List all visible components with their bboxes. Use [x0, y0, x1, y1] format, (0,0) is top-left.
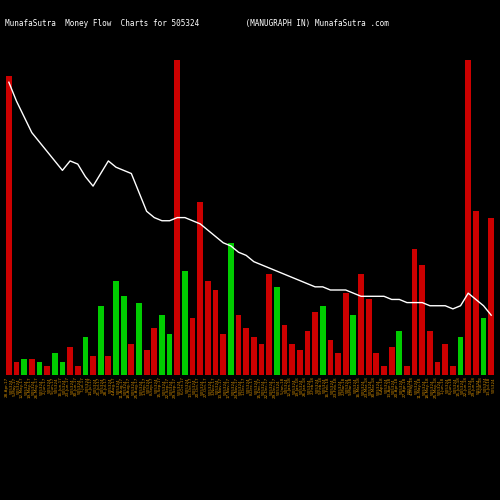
Bar — [36, 362, 43, 375]
Bar — [466, 60, 471, 375]
Bar — [274, 287, 280, 375]
Bar — [381, 366, 387, 375]
Bar — [320, 306, 326, 375]
Bar — [128, 344, 134, 375]
Bar — [244, 328, 249, 375]
Bar — [366, 300, 372, 375]
Bar — [480, 318, 486, 375]
Bar — [144, 350, 150, 375]
Bar — [289, 344, 295, 375]
Bar — [396, 331, 402, 375]
Bar — [52, 353, 58, 375]
Bar — [251, 337, 256, 375]
Bar — [152, 328, 157, 375]
Bar — [282, 324, 288, 375]
Bar — [106, 356, 111, 375]
Bar — [220, 334, 226, 375]
Bar — [6, 76, 12, 375]
Bar — [458, 337, 464, 375]
Bar — [266, 274, 272, 375]
Bar — [29, 360, 34, 375]
Bar — [90, 356, 96, 375]
Bar — [312, 312, 318, 375]
Bar — [75, 366, 80, 375]
Bar — [98, 306, 103, 375]
Bar — [473, 212, 478, 375]
Bar — [166, 334, 172, 375]
Bar — [182, 271, 188, 375]
Bar — [159, 315, 165, 375]
Bar — [67, 346, 73, 375]
Bar — [198, 202, 203, 375]
Text: MunafaSutra  Money Flow  Charts for 505324          (MANUGRAPH IN) MunafaSutra .: MunafaSutra Money Flow Charts for 505324… — [5, 19, 389, 28]
Bar — [442, 344, 448, 375]
Bar — [335, 353, 341, 375]
Bar — [427, 331, 433, 375]
Bar — [488, 218, 494, 375]
Bar — [190, 318, 196, 375]
Bar — [82, 337, 88, 375]
Bar — [420, 265, 425, 375]
Bar — [304, 331, 310, 375]
Bar — [136, 302, 142, 375]
Bar — [389, 346, 394, 375]
Bar — [328, 340, 334, 375]
Bar — [434, 362, 440, 375]
Bar — [404, 366, 410, 375]
Bar — [113, 280, 119, 375]
Bar — [358, 274, 364, 375]
Bar — [121, 296, 126, 375]
Bar — [44, 366, 50, 375]
Bar — [350, 315, 356, 375]
Bar — [258, 344, 264, 375]
Bar — [14, 362, 20, 375]
Bar — [236, 315, 242, 375]
Bar — [450, 366, 456, 375]
Bar — [374, 353, 379, 375]
Bar — [228, 243, 234, 375]
Bar — [343, 293, 348, 375]
Bar — [174, 60, 180, 375]
Bar — [412, 249, 418, 375]
Bar — [205, 280, 211, 375]
Bar — [212, 290, 218, 375]
Bar — [60, 362, 66, 375]
Bar — [22, 360, 27, 375]
Bar — [297, 350, 302, 375]
